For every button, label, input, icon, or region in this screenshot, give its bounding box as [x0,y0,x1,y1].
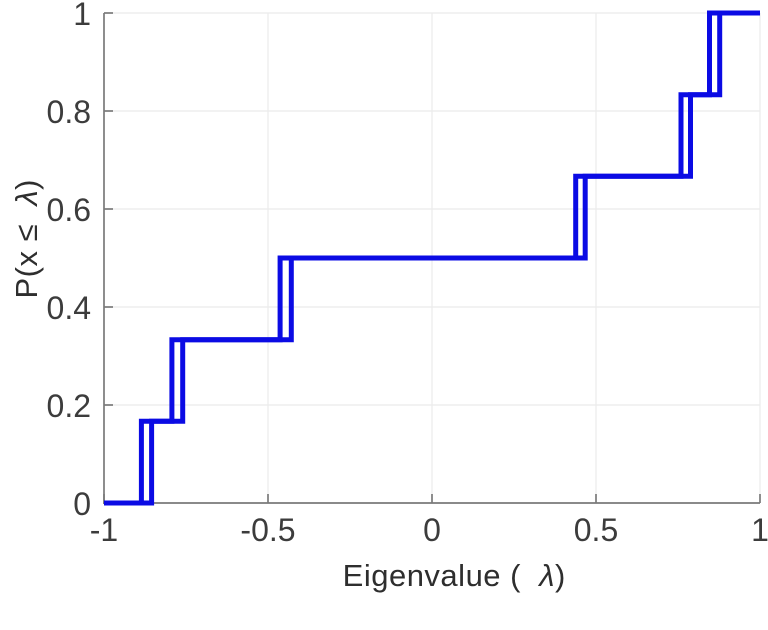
y-tick-label: 0 [73,486,91,522]
x-tick-label: -0.5 [240,512,295,548]
y-axis-label: P(x ≤ λ) [0,179,81,335]
x-axis-label: Eigenvalue ( λ) [306,522,566,630]
y-tick-label: 0.2 [47,388,91,424]
x-tick-label: 0.5 [574,512,618,548]
y-tick-label: 1 [73,0,91,32]
x-axis-label-text: Eigenvalue ( [342,558,540,593]
ecdf-chart: -1 -0.5 0 0.5 1 0 0.2 0.4 0.6 0.8 1 [47,0,768,548]
lambda-symbol: λ [539,558,555,593]
y-axis-label-text: P(x ≤ [9,205,44,299]
y-tick-label: 0.4 [47,290,91,326]
lambda-symbol: λ [9,189,44,206]
x-tick-label: 1 [751,512,768,548]
figure: -1 -0.5 0 0.5 1 0 0.2 0.4 0.6 0.8 1 Eigenvalue ( λ… [0,0,768,593]
y-tick-label: 0.6 [47,192,91,228]
y-axis-label-suffix: ) [9,179,44,190]
x-tick-label: 0 [423,512,441,548]
y-tick-label: 0.8 [47,94,91,130]
x-axis-label-suffix: ) [554,558,566,593]
x-tick-label: -1 [90,512,118,548]
ecdf-curve-2 [104,10,760,506]
